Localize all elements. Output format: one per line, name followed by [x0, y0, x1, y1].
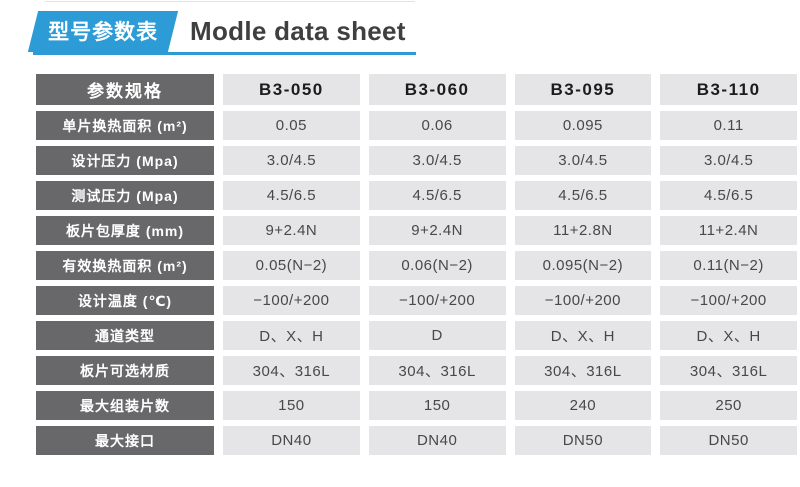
table-cell: −100/+200 — [660, 286, 797, 315]
table-cell: 150 — [368, 391, 506, 420]
table-cell: D、X、H — [223, 321, 360, 350]
column-header-b3-060: B3-060 — [368, 74, 506, 105]
table-cell: 3.0/4.5 — [223, 146, 360, 175]
table-cell: 9+2.4N — [223, 216, 360, 245]
column-header-b3-050: B3-050 — [223, 74, 360, 105]
table-cell: DN50 — [514, 426, 652, 455]
table-cell: 0.11(N−2) — [660, 251, 797, 280]
table-cell: 250 — [660, 391, 797, 420]
table-cell: DN40 — [368, 426, 506, 455]
table-cell: −100/+200 — [223, 286, 360, 315]
section-header: 型号参数表 Modle data sheet — [27, 11, 416, 55]
table-cell: DN40 — [223, 426, 360, 455]
row-label-max-connection: 最大接口 — [36, 426, 214, 455]
row-label-channel-type: 通道类型 — [36, 321, 214, 350]
table-cell: 4.5/6.5 — [514, 181, 652, 210]
table-cell: 3.0/4.5 — [514, 146, 652, 175]
table-cell: 0.06 — [368, 111, 506, 140]
table-cell: D — [368, 321, 506, 350]
table-cell: 0.11 — [660, 111, 797, 140]
table-cell: −100/+200 — [514, 286, 652, 315]
top-divider — [45, 1, 415, 2]
table-cell: 3.0/4.5 — [368, 146, 506, 175]
table-cell: 304、316L — [368, 356, 506, 385]
table-cell: 0.06(N−2) — [368, 251, 506, 280]
row-label-plate-area: 单片换热面积 (m²) — [36, 111, 214, 140]
title-badge: 型号参数表 — [27, 11, 179, 52]
table-cell: DN50 — [660, 426, 797, 455]
table-cell: 0.095 — [514, 111, 652, 140]
table-cell: 3.0/4.5 — [660, 146, 797, 175]
table-cell: 4.5/6.5 — [368, 181, 506, 210]
page-title: Modle data sheet — [190, 16, 406, 46]
column-header-b3-110: B3-110 — [660, 74, 797, 105]
table-cell: 304、316L — [660, 356, 797, 385]
column-header-b3-095: B3-095 — [514, 74, 652, 105]
table-cell: 0.05 — [223, 111, 360, 140]
table-cell: 304、316L — [223, 356, 360, 385]
spec-table: 参数规格 B3-050 B3-060 B3-095 B3-110 单片换热面积 … — [36, 74, 797, 455]
table-cell: 0.095(N−2) — [514, 251, 652, 280]
table-cell: 9+2.4N — [368, 216, 506, 245]
table-cell: 240 — [514, 391, 652, 420]
table-cell: 150 — [223, 391, 360, 420]
table-cell: 4.5/6.5 — [660, 181, 797, 210]
table-cell: 304、316L — [514, 356, 652, 385]
row-label-design-temperature: 设计温度 (℃) — [36, 286, 214, 315]
row-label-max-plate-count: 最大组装片数 — [36, 391, 214, 420]
row-label-plate-material: 板片可选材质 — [36, 356, 214, 385]
table-cell: D、X、H — [660, 321, 797, 350]
table-cell: −100/+200 — [368, 286, 506, 315]
row-label-effective-area: 有效换热面积 (m²) — [36, 251, 214, 280]
row-label-test-pressure: 测试压力 (Mpa) — [36, 181, 214, 210]
row-label-design-pressure: 设计压力 (Mpa) — [36, 146, 214, 175]
table-cell: 0.05(N−2) — [223, 251, 360, 280]
row-label-plate-pack-thickness: 板片包厚度 (mm) — [36, 216, 214, 245]
badge-label: 型号参数表 — [48, 21, 159, 44]
table-cell: 4.5/6.5 — [223, 181, 360, 210]
table-cell: 11+2.4N — [660, 216, 797, 245]
table-cell: 11+2.8N — [514, 216, 652, 245]
table-corner-header: 参数规格 — [36, 74, 214, 105]
table-cell: D、X、H — [514, 321, 652, 350]
